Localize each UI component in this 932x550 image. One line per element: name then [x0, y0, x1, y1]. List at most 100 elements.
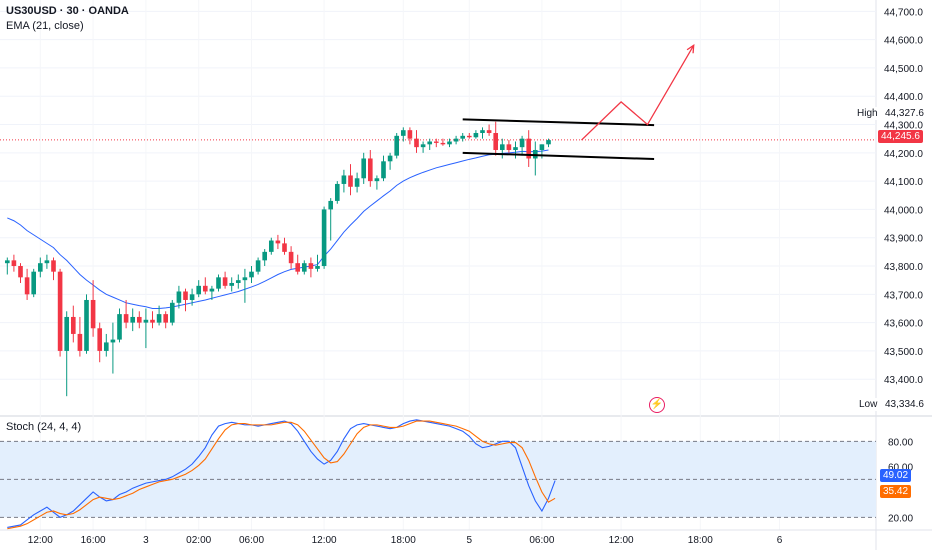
candle: [374, 175, 380, 190]
candle: [156, 305, 162, 326]
high-value: 44,327.6: [882, 107, 927, 120]
candle: [394, 133, 400, 159]
stoch-tick-label: 60.00: [888, 463, 913, 474]
candle: [44, 254, 50, 269]
time-tick-label: 12:00: [609, 535, 634, 546]
candle-body: [453, 138, 459, 142]
candle-body: [31, 271, 37, 295]
candle-body: [103, 342, 109, 351]
candle-body: [308, 263, 314, 269]
candle: [427, 138, 433, 150]
candle-body: [275, 240, 281, 244]
candle: [315, 254, 320, 272]
candle: [103, 333, 109, 357]
candle-body: [367, 158, 373, 182]
stoch-legend[interactable]: Stoch (24, 4, 4): [6, 421, 82, 433]
time-tick-label: 18:00: [391, 535, 416, 546]
candle-body: [37, 263, 43, 272]
candle-body: [249, 271, 254, 278]
candle: [117, 308, 122, 343]
candle-body: [420, 144, 426, 148]
candle: [334, 181, 340, 204]
time-tick-label: 06:00: [529, 535, 554, 546]
stoch-tick-label: 20.00: [888, 513, 913, 524]
flash-icon[interactable]: ⚡: [649, 397, 665, 413]
candle-body: [183, 291, 188, 300]
candle: [18, 263, 23, 283]
candle: [499, 138, 505, 159]
candle: [84, 294, 89, 354]
candle: [31, 268, 37, 298]
candle: [295, 254, 301, 275]
low-label: Low: [856, 398, 881, 411]
candle-body: [440, 142, 446, 145]
stoch-k-line: [7, 419, 556, 529]
candle: [473, 130, 479, 139]
time-axis: 12:00 16:00 3 02:00 06:00 12:00 18:00 5 06:00 12:…: [0, 529, 932, 546]
candle: [301, 260, 307, 275]
candle-body: [235, 280, 241, 283]
stoch-lines: [7, 419, 556, 530]
candle-body: [387, 155, 393, 162]
candle: [169, 299, 175, 326]
candle: [453, 135, 459, 145]
candle-body: [400, 130, 406, 136]
ema-legend[interactable]: EMA (21, close): [6, 20, 84, 32]
candle: [460, 133, 466, 142]
candle: [176, 285, 182, 309]
candle: [242, 268, 248, 303]
candle-body: [156, 314, 162, 323]
price-tick-label: 43,500.0: [884, 347, 923, 358]
time-tick-label: 12:00: [312, 535, 337, 546]
stoch-d-tag: 35.42: [880, 485, 912, 498]
candle-body: [473, 133, 479, 138]
candle: [348, 164, 353, 196]
time-tick-label: 18:00: [688, 535, 713, 546]
candle: [136, 311, 142, 329]
candle-body: [189, 294, 195, 300]
symbol-legend[interactable]: US30USD · 30 · OANDA: [6, 5, 129, 17]
candle: [57, 268, 63, 357]
candle: [90, 280, 96, 337]
candle-body: [341, 175, 347, 184]
price-tick-label: 44,200.0: [884, 149, 923, 160]
candle-body: [136, 316, 142, 323]
channel-trendline: [462, 118, 655, 127]
candle-body: [110, 339, 116, 343]
price-tick-label: 44,400.0: [884, 92, 923, 103]
candle: [77, 316, 83, 357]
candle-body: [90, 299, 96, 329]
candle: [70, 305, 76, 343]
price-tick-label: 44,600.0: [884, 36, 923, 47]
candle-body: [539, 144, 545, 150]
candle: [216, 274, 221, 292]
price-tick-label: 44,500.0: [884, 64, 923, 75]
candle-body: [57, 271, 63, 351]
candle: [229, 277, 235, 292]
stoch-tick-label: 80.00: [888, 437, 913, 448]
candle: [275, 234, 281, 250]
candle: [222, 271, 228, 289]
candle: [163, 311, 169, 329]
candle-body: [361, 158, 367, 179]
candle-body: [216, 277, 221, 289]
price-tick-label: 43,900.0: [884, 234, 923, 245]
time-tick-label: 12:00: [28, 535, 53, 546]
candle-body: [282, 243, 287, 252]
candle-body: [288, 251, 294, 264]
price-tick-label: 44,100.0: [884, 177, 923, 188]
candle: [519, 135, 525, 156]
candle: [387, 152, 393, 170]
candle: [189, 288, 195, 306]
candle: [196, 280, 202, 298]
candle-body: [466, 135, 472, 138]
candle: [414, 130, 419, 153]
channel-trendline: [462, 151, 655, 161]
candle-body: [493, 133, 499, 150]
candle: [235, 274, 241, 289]
ema-21-line: [7, 149, 549, 309]
candle-body: [196, 285, 202, 295]
candle: [341, 169, 347, 193]
candle: [328, 198, 334, 241]
